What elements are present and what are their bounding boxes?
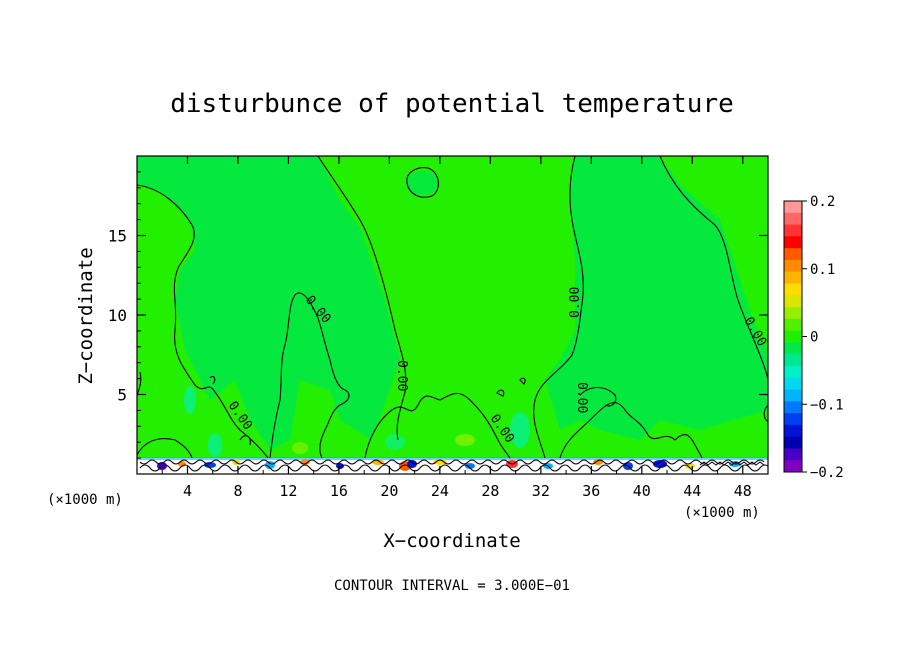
x-tick-label: 36: [582, 482, 600, 500]
y-tick-label: 5: [117, 386, 127, 405]
x-tick-label: 4: [183, 482, 192, 500]
contour-line: [209, 375, 216, 385]
colorbar-swatch: [784, 401, 802, 414]
contour-line: [579, 386, 617, 407]
colorbar-swatch: [784, 330, 802, 343]
contour-line: [317, 156, 407, 441]
colorbar-swatch: [784, 248, 802, 261]
y-axis-label: Z−coordinate: [75, 247, 97, 384]
y-axis: 5 10 15: [108, 171, 768, 459]
zero-contours: [137, 156, 768, 459]
chart-title: disturbunce of potential temperature: [170, 89, 734, 119]
contour-line: [496, 389, 505, 397]
x-tick-label: 32: [532, 482, 550, 500]
contour-line: [137, 184, 269, 459]
colorbar-swatch: [784, 212, 802, 226]
surface-contours: [139, 459, 768, 472]
contour-line: [269, 292, 350, 459]
x-tick-label: 12: [279, 482, 297, 500]
contour-line: [137, 371, 142, 396]
contour-label: 0.00: [574, 382, 589, 413]
contour-line: [559, 402, 703, 459]
colorbar-swatch: [784, 354, 802, 367]
colorbar-swatch: [784, 295, 802, 308]
field-patch: [545, 156, 768, 440]
contour-line: [659, 156, 768, 381]
contour-line: [239, 435, 251, 446]
colorbar-swatch: [784, 259, 802, 273]
field-patch: [385, 434, 405, 450]
contour-line: [763, 404, 768, 423]
x-tick-label: 48: [734, 482, 752, 500]
plot-area: 0.00 0.00 0.00 0.00 0.00 0.00 0.00 4 8 12 1…: [108, 155, 769, 500]
x-unit-left: (×1000 m): [47, 492, 123, 508]
contour-line: [364, 392, 511, 459]
colorbar-tick-label: 0.1: [810, 262, 835, 278]
field-patch: [292, 442, 308, 454]
x-axis-label: X−coordinate: [383, 530, 520, 552]
colorbar-tick-label: −0.2: [810, 465, 844, 481]
colorbar-tick-label: −0.1: [810, 397, 844, 413]
colorbar-swatch: [784, 318, 802, 332]
colorbar-swatch: [784, 271, 802, 284]
colorbar-swatch: [784, 460, 802, 473]
colorbar-swatch: [784, 236, 802, 249]
y-tick-label: 10: [108, 306, 127, 325]
field-patch: [184, 386, 196, 414]
colorbar-swatch: [784, 413, 802, 426]
x-tick-label: 16: [330, 482, 348, 500]
field-patch: [208, 433, 222, 457]
colorbar-swatch: [784, 389, 802, 402]
field-patch: [455, 434, 475, 446]
colorbar-tick-label: 0: [810, 330, 818, 346]
colorbar-swatch: [784, 342, 802, 355]
colorbar-swatch: [784, 424, 802, 438]
x-tick-label: 28: [481, 482, 499, 500]
contour-line: [406, 167, 439, 198]
field-patch: [406, 171, 440, 195]
x-tick-label: 44: [683, 482, 701, 500]
contour-label: 0.00: [394, 360, 409, 391]
contour-label: 0.00: [568, 287, 583, 318]
x-tick-label: 40: [633, 482, 651, 500]
colorbar: 0.2 0.1 0 −0.1 −0.2: [783, 194, 844, 481]
surface-layer: [137, 458, 768, 474]
colorbar-swatch: [784, 307, 802, 320]
colorbar-swatch: [784, 365, 802, 379]
colorbar-swatch: [784, 283, 802, 296]
colorbar-swatch: [784, 448, 802, 461]
x-tick-label: 24: [431, 482, 449, 500]
y-tick-label: 15: [108, 227, 127, 246]
x-axis: 4 8 12 16 20 24 28 32 36 40 44 48: [161, 156, 752, 500]
contour-interval-note: CONTOUR INTERVAL = 3.000E−01: [334, 578, 570, 594]
colorbar-tick-label: 0.2: [810, 194, 835, 210]
colorbar-swatch: [784, 201, 802, 214]
x-tick-label: 8: [233, 482, 242, 500]
x-unit-right: (×1000 m): [684, 505, 760, 521]
contour-line: [519, 377, 526, 385]
colorbar-swatch: [784, 436, 802, 449]
colorbar-swatch: [784, 377, 802, 391]
contour-line: [137, 437, 193, 459]
contour-line: [533, 156, 584, 459]
colorbar-swatch: [784, 224, 802, 237]
x-tick-label: 20: [380, 482, 398, 500]
field-patch: [510, 412, 530, 448]
